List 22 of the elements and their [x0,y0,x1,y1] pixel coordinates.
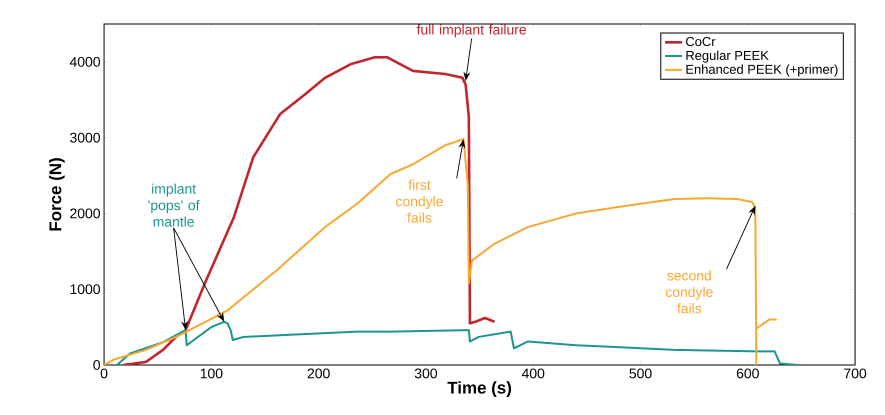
y-tick-label: 1000 [70,284,100,294]
y-tick-label: 0 [93,360,100,370]
annotation: implant 'pops' of mantle [148,184,200,227]
x-tick-label: 400 [522,368,544,378]
x-tick-label: 700 [844,368,866,378]
x-axis-title: Time (s) [447,381,512,398]
annotation: first condyle fails [396,180,443,223]
y-tick-label: 2000 [70,208,100,218]
legend-label: Enhanced PEEK (+primer) [686,64,838,76]
legend-label: Regular PEEK [686,50,769,63]
x-tick-label: 0 [100,368,108,378]
x-tick-label: 600 [736,368,759,378]
annotation: second condyle fails [666,270,713,314]
x-tick-label: 100 [200,368,222,378]
x-tick-label: 200 [308,368,330,378]
y-tick-label: 4000 [70,56,100,67]
annotation: full implant failure [416,24,526,38]
y-axis-title: Force (N) [48,158,65,231]
x-tick-label: 300 [414,368,438,378]
legend-label: CoCr [686,36,716,46]
x-tick-label: 500 [629,368,652,378]
y-tick-label: 3000 [70,132,100,143]
